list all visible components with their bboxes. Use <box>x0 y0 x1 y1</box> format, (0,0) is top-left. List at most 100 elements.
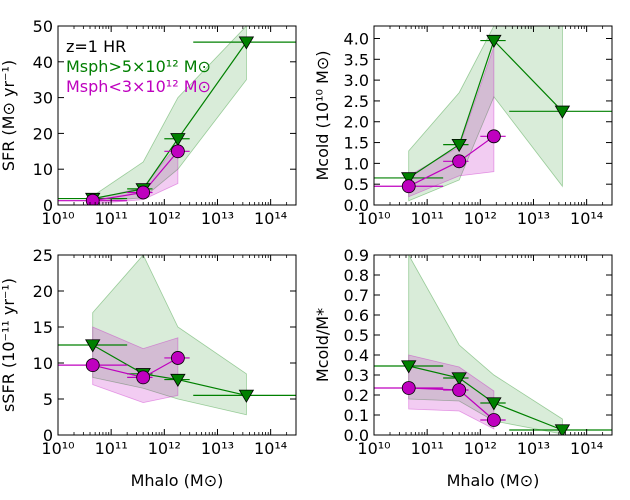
x-tick-label: 10¹⁴ <box>570 439 603 458</box>
panel-bottom-left: 10¹⁰ 10¹¹ 10¹² 10¹³ 10¹⁴ 0 5 10 15 20 25 sSFR (10⁻¹… <box>0 246 297 490</box>
data-point-circle <box>452 154 467 169</box>
axes-frame <box>57 254 297 436</box>
data-point-circle <box>170 144 185 159</box>
data-point-circle <box>85 358 100 373</box>
x-tick-label: 10¹³ <box>517 209 550 228</box>
y-tick-label: 10 <box>33 160 53 179</box>
data-point-triangle <box>486 34 502 49</box>
x-tick-label: 10¹³ <box>201 439 234 458</box>
y-tick-label: 3.0 <box>344 71 369 90</box>
data-point-triangle <box>401 172 417 186</box>
x-axis-label: Mhalo (M⊙) <box>447 471 540 490</box>
band-low-mass <box>92 326 179 404</box>
y-axis-label: Mcold/M* <box>313 308 332 382</box>
series-line-high-mass <box>92 41 247 200</box>
y-tick-label: 0.3 <box>344 366 369 385</box>
y-tick-label: 20 <box>33 124 53 143</box>
data-point-circle <box>170 351 185 365</box>
data-point-circle <box>85 193 100 205</box>
data-point-triangle <box>451 372 467 386</box>
data-point-circle <box>486 129 501 144</box>
x-tick-label: 10¹⁰ <box>41 209 74 228</box>
legend-entry-high-mass: Msph>5×10¹² M⊙ <box>66 57 211 76</box>
plot-area <box>58 255 296 416</box>
data-point-triangle <box>401 360 417 374</box>
x-tick-label: 10¹² <box>464 209 497 228</box>
panel-bottom-right: 10¹⁰ 10¹¹ 10¹² 10¹³ 10¹⁴0.00.10.20.30.40.50.… <box>313 246 613 490</box>
y-tick-label: 10 <box>33 354 53 373</box>
x-tick-label: 10¹⁴ <box>254 209 287 228</box>
x-tick-label: 10¹⁴ <box>570 209 603 228</box>
y-tick-label: 50 <box>33 17 53 36</box>
legend-entry-low-mass: Msph<3×10¹² M⊙ <box>66 77 211 96</box>
y-tick-label: 30 <box>33 89 53 108</box>
y-tick-label: 0.0 <box>344 196 369 215</box>
y-tick-label: 1.5 <box>344 134 369 153</box>
data-point-triangle <box>451 138 467 153</box>
data-point-circle <box>401 179 416 194</box>
x-tick-label: 10¹⁴ <box>254 439 287 458</box>
band-low-mass <box>408 354 495 430</box>
x-tick-label: 10¹² <box>148 209 181 228</box>
panel-top-right: 10¹⁰ 10¹¹ 10¹² 10¹³ 10¹⁴ 0.0 0.5 1.01.5 2.0 2.5 3.… <box>313 25 613 228</box>
y-tick-label: 2.5 <box>344 92 369 111</box>
y-tick-label: 0.5 <box>344 326 369 345</box>
data-point-triangle <box>170 373 186 387</box>
data-point-circle <box>136 185 151 200</box>
x-axis-label: Mhalo (M⊙) <box>131 471 224 490</box>
x-tick-label: 10¹⁰ <box>357 439 390 458</box>
data-point-circle <box>401 381 416 395</box>
x-tick-label: 10¹³ <box>517 439 550 458</box>
y-tick-label: 3.5 <box>344 50 369 69</box>
y-tick-label: 15 <box>33 318 53 337</box>
x-tick-label: 10¹² <box>148 439 181 458</box>
y-tick-label: 0.8 <box>344 266 369 285</box>
series-line-high-mass <box>408 39 563 179</box>
plot-area <box>374 26 612 202</box>
y-tick-label: 0.5 <box>344 175 369 194</box>
y-tick-label: 0 <box>43 426 53 445</box>
y-tick-label: 0.0 <box>344 426 369 445</box>
data-point-triangle <box>170 133 186 147</box>
band-high-mass <box>408 26 563 202</box>
data-point-triangle <box>554 424 571 435</box>
data-point-triangle <box>238 36 255 50</box>
x-tick-label: 10¹⁰ <box>357 209 390 228</box>
y-tick-label: 20 <box>33 282 53 301</box>
y-tick-label: 0 <box>43 196 53 215</box>
y-tick-label: 2.0 <box>344 113 369 132</box>
y-tick-label: 0.6 <box>344 306 369 325</box>
x-tick-label: 10¹⁰ <box>41 439 74 458</box>
data-point-triangle <box>238 389 255 403</box>
data-point-triangle <box>486 397 502 411</box>
x-tick-label: 10¹¹ <box>411 209 444 228</box>
y-axis-label: Mcold (10¹⁰ M⊙) <box>313 50 332 180</box>
y-tick-label: 1.0 <box>344 154 369 173</box>
axes-frame <box>57 25 297 206</box>
y-axis-label: SFR (M⊙ yr⁻¹) <box>0 60 18 171</box>
y-tick-label: 25 <box>33 246 53 265</box>
y-tick-label: 40 <box>33 53 53 72</box>
y-tick-label: 0.4 <box>344 346 369 365</box>
y-tick-label: 0.1 <box>344 406 369 425</box>
y-tick-label: 0.7 <box>344 286 369 305</box>
data-point-triangle <box>554 105 571 119</box>
data-point-circle <box>452 383 467 397</box>
y-tick-label: 4.0 <box>344 29 369 48</box>
axes-frame <box>373 25 613 206</box>
x-tick-label: 10¹¹ <box>411 439 444 458</box>
legend-title: z=1 HR <box>66 37 126 56</box>
plot-area <box>374 255 612 435</box>
plot-area <box>58 26 296 205</box>
data-point-circle <box>486 413 501 427</box>
data-point-triangle <box>85 339 101 353</box>
x-tick-label: 10¹¹ <box>95 439 128 458</box>
data-point-circle <box>136 370 151 385</box>
y-tick-label: 0.2 <box>344 386 369 405</box>
panel-top-left: 10¹⁰ 10¹¹ 10¹² 10¹³ 10¹⁴ 0 10 20 30 40 50 SFR (M⊙ y… <box>0 17 297 228</box>
series-line-high-mass <box>92 344 247 396</box>
x-tick-label: 10¹² <box>464 439 497 458</box>
y-axis-label: sSFR (10⁻¹¹ yr⁻¹) <box>0 278 18 412</box>
y-tick-label: 0.9 <box>344 246 369 265</box>
